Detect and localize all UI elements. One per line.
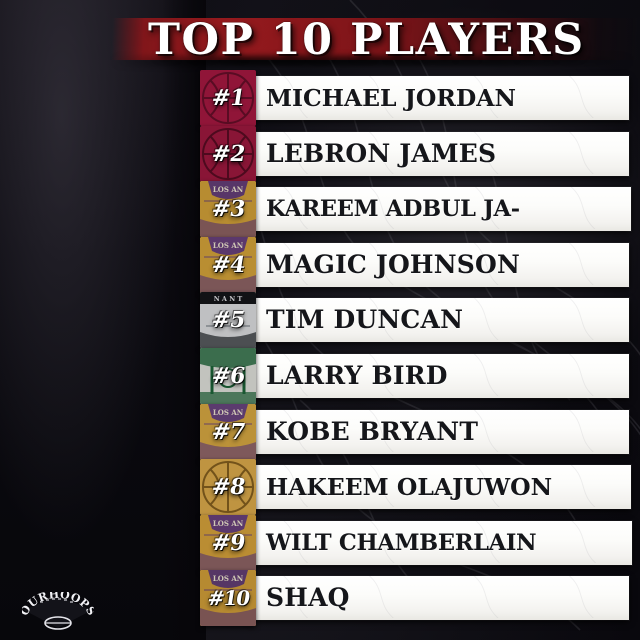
- ranking-row[interactable]: LOS AN #10 SHAQ: [200, 570, 629, 627]
- svg-text:LOS AN: LOS AN: [213, 519, 244, 528]
- rank-number: #6: [209, 363, 247, 389]
- ranking-row[interactable]: N A N T #5 TIM DUNCAN: [200, 292, 629, 349]
- ourhoops-watermark: OURHOOPS: [18, 588, 98, 632]
- rank-number: #2: [209, 140, 247, 167]
- rank-number: #1: [209, 85, 247, 111]
- bar-paper-texture: [283, 187, 596, 230]
- ranking-row[interactable]: #1 MICHAEL JORDAN: [200, 70, 629, 126]
- bar-paper-texture: [283, 298, 594, 341]
- ranking-row[interactable]: LOS AN #3 KAREEM ADBUL JA-: [200, 181, 631, 238]
- player-name-bar[interactable]: TIM DUNCAN: [248, 298, 629, 343]
- rank-badge: LOS AN #3: [200, 181, 256, 238]
- rank-badge: #1: [200, 70, 256, 126]
- player-name-bar[interactable]: LARRY BIRD: [248, 354, 629, 398]
- rank-number: #10: [205, 586, 251, 611]
- player-name: LEBRON JAMES: [266, 138, 497, 168]
- player-name: SHAQ: [266, 583, 350, 613]
- svg-text:LOS AN: LOS AN: [213, 241, 244, 250]
- player-name-bar[interactable]: KOBE BRYANT: [248, 409, 629, 454]
- page-title: TOP 10 PLAYERS: [148, 15, 585, 65]
- rank-number: #3: [209, 196, 247, 223]
- svg-text:LOS AN: LOS AN: [213, 185, 244, 194]
- player-name-bar[interactable]: MICHAEL JORDAN: [248, 76, 629, 120]
- rank-badge: #8: [200, 459, 256, 516]
- title-banner-shadow: [112, 56, 632, 66]
- ranking-row[interactable]: LOS AN#9 WILT CHAMBERLAIN: [200, 514, 632, 571]
- player-name: LARRY BIRD: [266, 361, 448, 390]
- ranking-row[interactable]: LOS AN#7 KOBE BRYANT: [200, 403, 629, 460]
- bar-paper-texture: [283, 131, 594, 174]
- bar-paper-texture: [283, 576, 594, 619]
- player-name: KAREEM ADBUL JA-: [266, 196, 520, 223]
- bar-paper-texture: [283, 520, 597, 564]
- bar-paper-texture: [283, 409, 594, 452]
- rank-badge: LOS AN#7: [200, 403, 256, 460]
- ranking-row[interactable]: #6 LARRY BIRD: [200, 348, 629, 404]
- badge-thumbnail-lakers-gold-jersey: LOS AN: [200, 181, 256, 238]
- player-name-bar[interactable]: SHAQ: [248, 576, 629, 621]
- bar-paper-texture: [283, 465, 596, 508]
- svg-text:LOS AN: LOS AN: [213, 408, 244, 417]
- player-name-bar[interactable]: KAREEM ADBUL JA-: [248, 187, 631, 232]
- rank-badge: N A N T #5: [200, 292, 256, 349]
- bar-paper-texture: [283, 354, 594, 396]
- player-name-bar[interactable]: WILT CHAMBERLAIN: [248, 520, 632, 565]
- rank-number: #9: [209, 529, 247, 556]
- badge-thumbnail-lakers-gold-jersey: LOS AN: [200, 514, 256, 571]
- ranking-row[interactable]: #2 LEBRON JAMES: [200, 125, 629, 182]
- player-name: MICHAEL JORDAN: [266, 84, 516, 112]
- badge-thumbnail-spurs-silver-jersey: N A N T: [200, 292, 256, 349]
- rank-number: #7: [209, 418, 247, 445]
- player-name: MAGIC JOHNSON: [266, 249, 521, 279]
- player-name: HAKEEM OLAJUWON: [266, 473, 553, 502]
- player-name: KOBE BRYANT: [266, 416, 479, 446]
- player-name-bar[interactable]: LEBRON JAMES: [248, 131, 629, 176]
- rank-badge: LOS AN#4: [200, 236, 256, 293]
- badge-thumbnail-celtics-green-jersey: [200, 348, 256, 404]
- rank-number: #5: [209, 307, 247, 334]
- bar-paper-texture: [283, 242, 594, 285]
- photo-edge-fade: [162, 0, 206, 640]
- rank-badge: LOS AN #10: [200, 570, 256, 627]
- svg-text:LOS AN: LOS AN: [213, 574, 244, 583]
- badge-thumbnail-lakers-gold-jersey: LOS AN: [200, 236, 256, 293]
- badge-thumbnail-lakers-gold-jersey: LOS AN: [200, 403, 256, 460]
- player-name-bar[interactable]: MAGIC JOHNSON: [248, 242, 629, 287]
- badge-thumbnail-basketball-gold: [200, 459, 256, 516]
- bar-paper-texture: [283, 76, 594, 118]
- rank-number: #4: [209, 251, 247, 278]
- rank-badge: #2: [200, 125, 256, 182]
- player-name: TIM DUNCAN: [266, 305, 464, 335]
- badge-thumbnail-lakers-gold-jersey: LOS AN: [200, 570, 256, 627]
- badge-thumbnail-basketball-crimson: [200, 70, 256, 126]
- player-photo: HEAT 6: [0, 0, 206, 640]
- ranking-row[interactable]: #8 HAKEEM OLAJUWON: [200, 459, 631, 516]
- badge-thumbnail-basketball-crimson: [200, 125, 256, 182]
- ranking-row[interactable]: LOS AN#4 MAGIC JOHNSON: [200, 236, 629, 293]
- rank-badge: #6: [200, 348, 256, 404]
- rank-badge: LOS AN#9: [200, 514, 256, 571]
- player-name-bar[interactable]: HAKEEM OLAJUWON: [248, 465, 631, 510]
- player-name: WILT CHAMBERLAIN: [266, 529, 537, 556]
- rank-number: #8: [209, 474, 247, 501]
- svg-text:N A N T: N A N T: [214, 295, 243, 303]
